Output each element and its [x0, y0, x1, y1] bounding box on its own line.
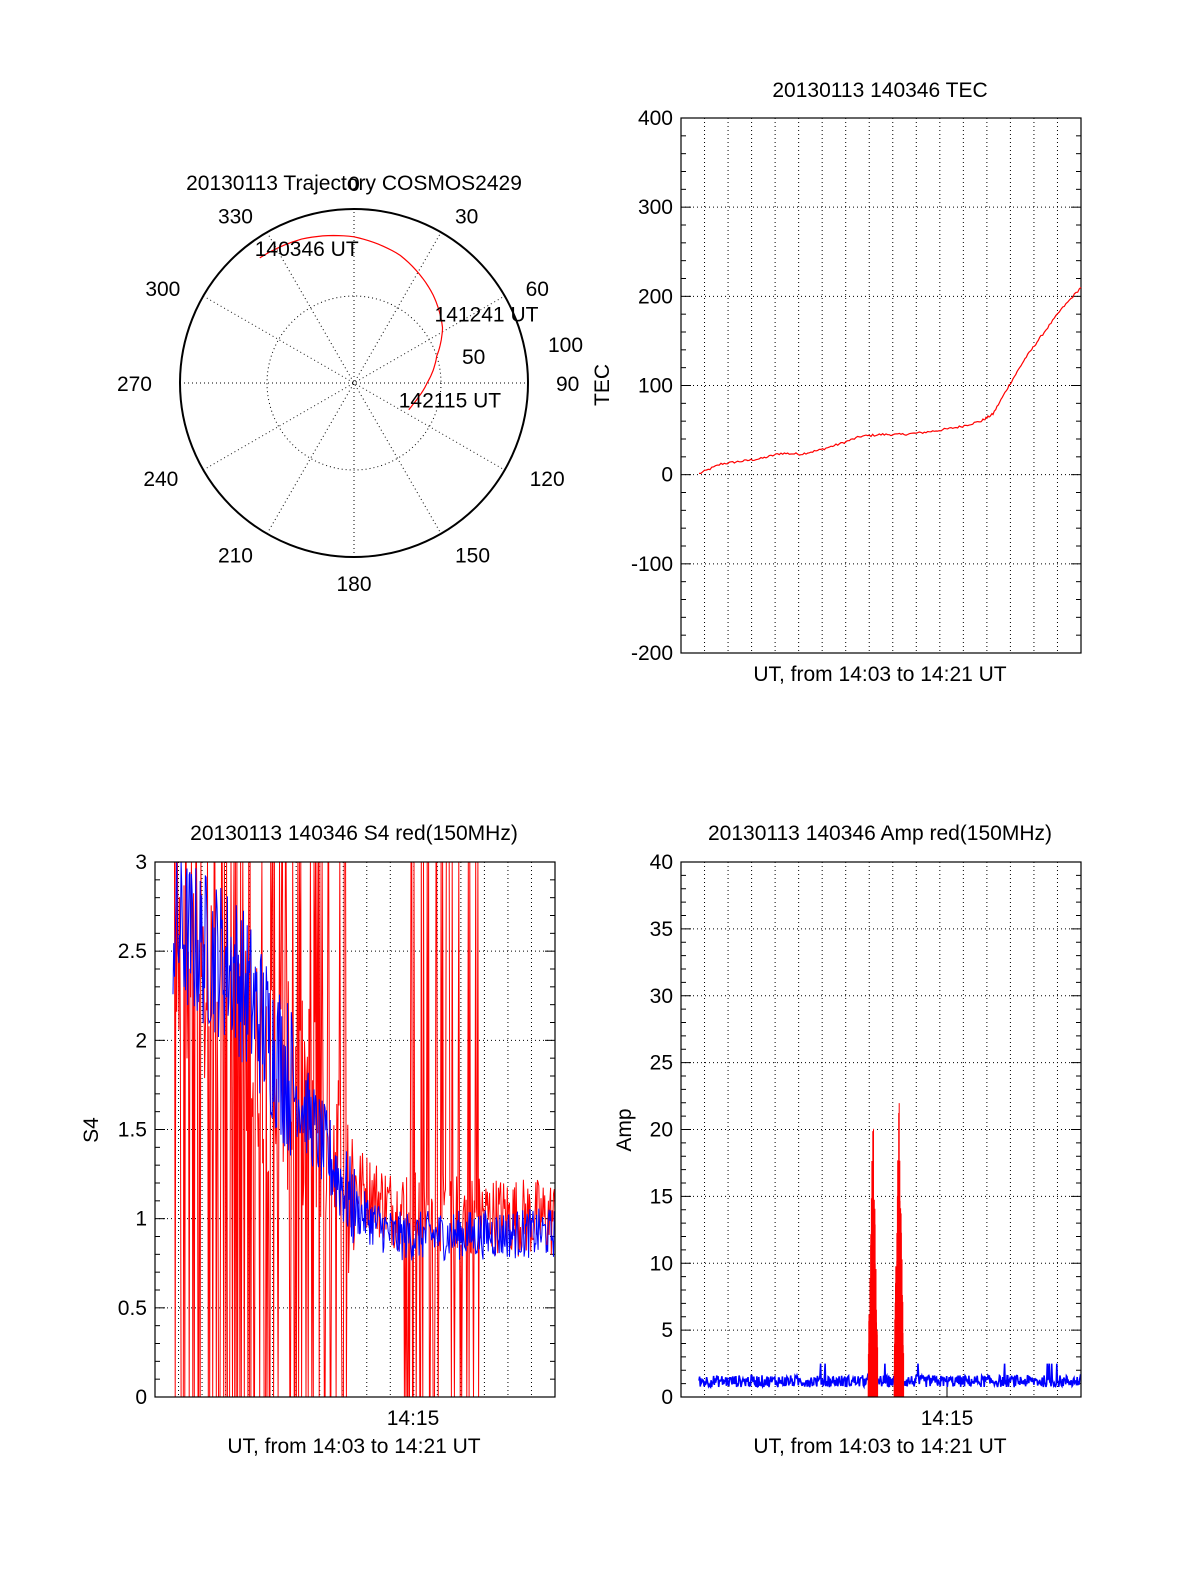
angle-label: 210: [218, 545, 253, 568]
polar-inner-ring: [266, 295, 442, 471]
polar-spokes: [180, 209, 528, 557]
angle-label: 240: [143, 468, 178, 491]
amp-title: 20130113 140346 Amp red(150MHz): [708, 822, 1052, 845]
y-tick-label: 40: [650, 851, 673, 874]
angle-label: 330: [218, 205, 253, 228]
y-tick-label: 100: [638, 375, 673, 398]
trajectory-annotation: 140346 UT: [255, 238, 359, 261]
angle-label: 270: [117, 373, 152, 396]
polar-title: 20130113 Trajectory COSMOS2429: [186, 172, 522, 195]
y-tick-label: 20: [650, 1119, 673, 1142]
y-tick-label: 2: [135, 1029, 147, 1052]
y-tick-label: 10: [650, 1252, 673, 1275]
amp-red-spikes: [867, 1103, 905, 1397]
y-tick-label: 3: [135, 851, 147, 874]
angle-label: 180: [336, 573, 371, 596]
y-tick-label: 0.5: [118, 1297, 147, 1320]
amp-red-series: [867, 1103, 905, 1397]
tec-grid: [681, 117, 1081, 654]
s4-y-label: S4: [80, 1117, 103, 1143]
y-tick-label: -200: [631, 642, 673, 665]
y-tick-label: 300: [638, 196, 673, 219]
x-tick-label: 14:15: [921, 1407, 974, 1430]
trajectory-annotation: 142115 UT: [399, 390, 502, 413]
tec-x-label: UT, from 14:03 to 14:21 UT: [753, 663, 1006, 686]
y-tick-label: 0: [661, 1386, 673, 1409]
amp-chart: 20130113 140346 Amp red(150MHz) 40 35 30 25…: [613, 822, 1082, 1458]
tec-plot-frame: [680, 117, 1082, 654]
s4-plot-frame: [154, 861, 556, 1398]
y-tick-label: 25: [650, 1052, 673, 1075]
angle-label: 150: [455, 545, 490, 568]
y-tick-label: 1: [135, 1208, 147, 1231]
angle-label: 30: [455, 205, 478, 228]
angle-label: 300: [145, 278, 180, 301]
s4-x-tick-labels: 14:15: [387, 1407, 440, 1430]
angle-label: 60: [526, 278, 549, 301]
trajectory-annotations: 140346 UT 141241 UT 142115 UT: [255, 238, 539, 413]
polar-trajectory-chart: 20130113 Trajectory COSMOS2429 0 30 60 90 12…: [117, 172, 583, 596]
s4-chart: 20130113 140346 S4 red(150MHz) 3 2.5 2 1.5 1…: [80, 822, 556, 1458]
x-tick-label: 14:15: [387, 1407, 440, 1430]
y-tick-label: 0: [661, 464, 673, 487]
amp-blue-series: [698, 1363, 1082, 1390]
amp-plot-frame: [680, 861, 1082, 1398]
y-tick-label: 2.5: [118, 940, 147, 963]
tec-y-tick-labels: 400 300 200 100 0 -100 -200: [631, 107, 673, 665]
tec-chart: 20130113 140346 TEC 400 300 200 100 0 -100 -20…: [591, 79, 1082, 686]
amp-x-tick-labels: 14:15: [921, 1407, 974, 1430]
trajectory-line: [259, 234, 444, 411]
y-tick-label: 5: [661, 1319, 673, 1342]
tec-title: 20130113 140346 TEC: [772, 79, 987, 102]
y-tick-label: 15: [650, 1185, 673, 1208]
tec-series-line: [699, 286, 1082, 474]
y-tick-label: -100: [631, 553, 673, 576]
y-tick-label: 0: [135, 1386, 147, 1409]
radius-label-50: 50: [462, 346, 485, 369]
y-tick-label: 35: [650, 918, 673, 941]
s4-y-tick-labels: 3 2.5 2 1.5 1 0.5 0: [118, 851, 147, 1409]
y-tick-label: 1.5: [118, 1119, 147, 1142]
angle-label: 120: [530, 468, 565, 491]
tec-y-label: TEC: [591, 364, 614, 406]
y-tick-label: 400: [638, 107, 673, 130]
amp-blue-line: [698, 1363, 1082, 1390]
y-tick-label: 200: [638, 285, 673, 308]
amp-y-label: Amp: [613, 1108, 636, 1151]
polar-angle-labels: 0 30 60 90 120 150 180 210 240 270 300 330: [117, 173, 579, 596]
radius-label-100: 100: [548, 334, 583, 357]
amp-y-tick-labels: 40 35 30 25 20 15 10 5 0: [650, 851, 673, 1409]
s4-x-label: UT, from 14:03 to 14:21 UT: [227, 1435, 480, 1458]
amp-grid: [681, 861, 1081, 1398]
s4-blue-line: [172, 861, 556, 1262]
y-tick-label: 30: [650, 985, 673, 1008]
s4-title: 20130113 140346 S4 red(150MHz): [190, 822, 518, 845]
trajectory-annotation: 141241 UT: [435, 304, 539, 327]
angle-label: 90: [556, 373, 579, 396]
angle-label: 0: [348, 173, 360, 196]
s4-blue-series: [172, 861, 556, 1262]
amp-x-label: UT, from 14:03 to 14:21 UT: [753, 1435, 1006, 1458]
